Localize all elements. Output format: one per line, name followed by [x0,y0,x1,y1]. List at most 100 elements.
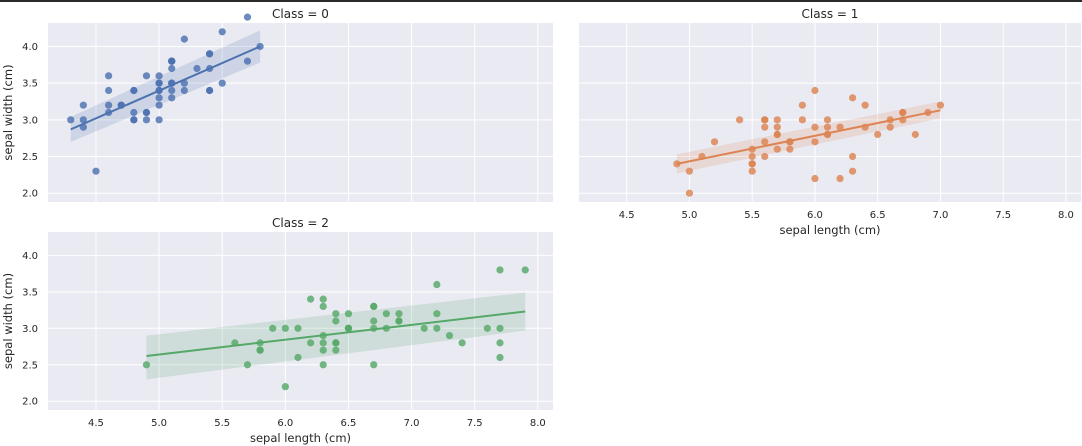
data-point [382,310,390,318]
data-point [458,339,466,347]
data-point [483,324,491,332]
data-point [886,123,894,131]
data-point [319,339,327,347]
x-axis-label: sepal length (cm) [779,223,880,237]
data-point [685,167,694,175]
data-point [243,361,252,369]
y-tick-label: 2.0 [22,189,38,200]
data-point [848,152,857,161]
confidence-band [146,292,526,380]
data-point [710,138,719,146]
data-point [142,116,151,124]
data-point [420,324,428,332]
data-point [319,361,327,369]
x-tick-label: 7.0 [404,418,420,429]
x-tick-label: 5.5 [214,418,230,429]
data-point [206,86,214,95]
data-point [773,130,781,139]
y-tick-label: 3.0 [22,115,38,126]
data-point [395,317,403,325]
data-point [130,116,138,124]
data-point [243,13,252,21]
regression-line [146,310,526,358]
data-point [761,116,769,124]
facet-class-2: 4.5 5.0 5.5 6.0 6.5 7.0 7.5 8.0 2.0 2.5 3.0 3.5 4.0 C… [1,216,553,445]
data-point [332,339,340,347]
data-point [281,383,289,391]
regression-line [676,109,941,165]
data-point [294,324,302,332]
data-point [193,64,201,73]
x-tick-label: 6.0 [807,210,823,221]
data-point [155,94,163,102]
data-point [79,116,87,124]
data-point [823,123,832,131]
data-point [243,57,252,65]
data-point [496,353,504,362]
data-point [798,101,806,109]
data-point [130,108,138,117]
x-tick-label: 5.0 [681,210,697,221]
data-point [911,130,919,139]
facet-class-1: 4.5 5.0 5.5 6.0 6.5 7.0 7.5 8.0 Class = 1 sepal l… [579,7,1081,237]
data-point [168,64,176,73]
data-point [332,346,340,354]
x-tick-label: 4.5 [88,418,104,429]
data-point [761,138,769,146]
data-point [218,79,226,87]
plot-area-background [48,232,553,410]
data-point [936,101,945,109]
facet-title: Class = 2 [272,216,329,230]
data-point [748,160,756,168]
y-tick-label: 4.0 [22,251,38,262]
data-point [130,86,138,95]
data-point [496,324,504,332]
data-point [433,280,441,289]
data-point [836,174,844,183]
x-axis-label: sepal length (cm) [250,431,351,445]
x-tick-label: 8.0 [1058,210,1074,221]
data-point [344,310,353,318]
y-tick-label: 4.0 [22,42,38,53]
x-tick-label: 5.5 [744,210,760,221]
data-point [874,130,882,139]
data-point [496,339,504,347]
data-point [105,101,113,109]
window-top-border [0,0,1082,2]
data-point [142,361,151,369]
data-point [786,145,794,153]
data-point [105,86,113,95]
facet-class-0: 2.0 2.5 3.0 3.5 4.0 Class = 0 sepal width (cm) [1,7,553,202]
data-point [79,101,87,109]
data-point [281,324,289,332]
plot-area-background [579,23,1081,202]
data-point [370,317,378,325]
data-point [307,295,315,303]
facet-title: Class = 1 [802,7,859,21]
data-point [92,167,100,175]
data-point [811,138,819,146]
data-point [319,295,327,303]
regression-line [70,45,261,131]
data-point [180,86,188,95]
data-point [168,94,176,102]
facet-title: Class = 0 [272,7,329,21]
data-point [811,174,819,183]
data-point [142,72,151,80]
y-axis-label: sepal width (cm) [1,273,15,369]
data-point [319,346,327,354]
x-tick-label: 7.0 [932,210,948,221]
data-point [761,123,769,131]
x-tick-label: 4.5 [619,210,635,221]
data-point [685,189,694,197]
data-point [155,101,163,109]
data-point [861,101,869,109]
data-point [748,152,756,161]
data-point [155,79,163,87]
data-point [370,361,378,369]
data-point [848,167,857,175]
data-point [307,339,315,347]
data-point [142,108,151,117]
x-tick-label: 7.5 [995,210,1011,221]
data-point [433,310,441,318]
